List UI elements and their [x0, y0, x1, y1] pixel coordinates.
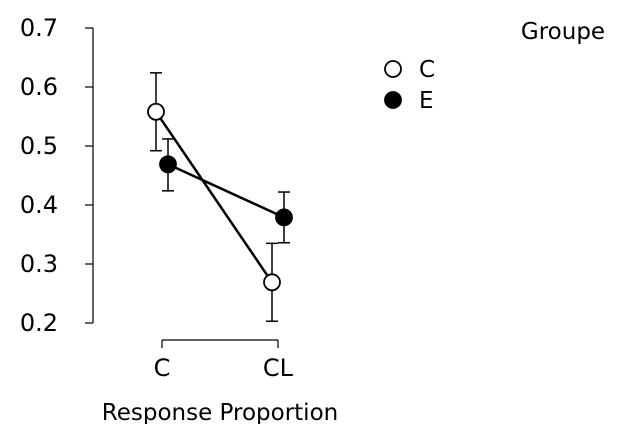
series-line-e	[167, 163, 285, 219]
x-tick-label: C	[154, 354, 171, 382]
x-axis: C CL	[154, 339, 294, 382]
y-tick-label: 0.5	[20, 132, 58, 160]
y-tick-label: 0.3	[20, 250, 58, 278]
y-tick-label: 0.2	[20, 309, 58, 337]
legend-label-c: C	[419, 57, 435, 83]
legend-title: Groupe	[521, 19, 605, 45]
y-axis: 0.2 0.3 0.4 0.5 0.6 0.7	[20, 14, 94, 337]
data-point-c	[263, 273, 281, 292]
data-point-e	[159, 155, 177, 174]
series-layer	[147, 72, 293, 322]
y-tick-label: 0.7	[20, 14, 58, 42]
series-line-c	[154, 111, 274, 283]
data-point-e	[275, 208, 293, 227]
x-axis-title: Response Proportion	[102, 400, 338, 424]
y-tick-label: 0.6	[20, 73, 58, 101]
y-tick-label: 0.4	[20, 191, 58, 219]
legend-marker-c	[384, 60, 402, 78]
data-point-c	[147, 102, 165, 121]
legend-label-e: E	[419, 88, 434, 114]
legend-marker-e	[384, 91, 402, 109]
legend: Groupe CE	[384, 19, 605, 114]
x-tick-label: CL	[263, 354, 294, 382]
